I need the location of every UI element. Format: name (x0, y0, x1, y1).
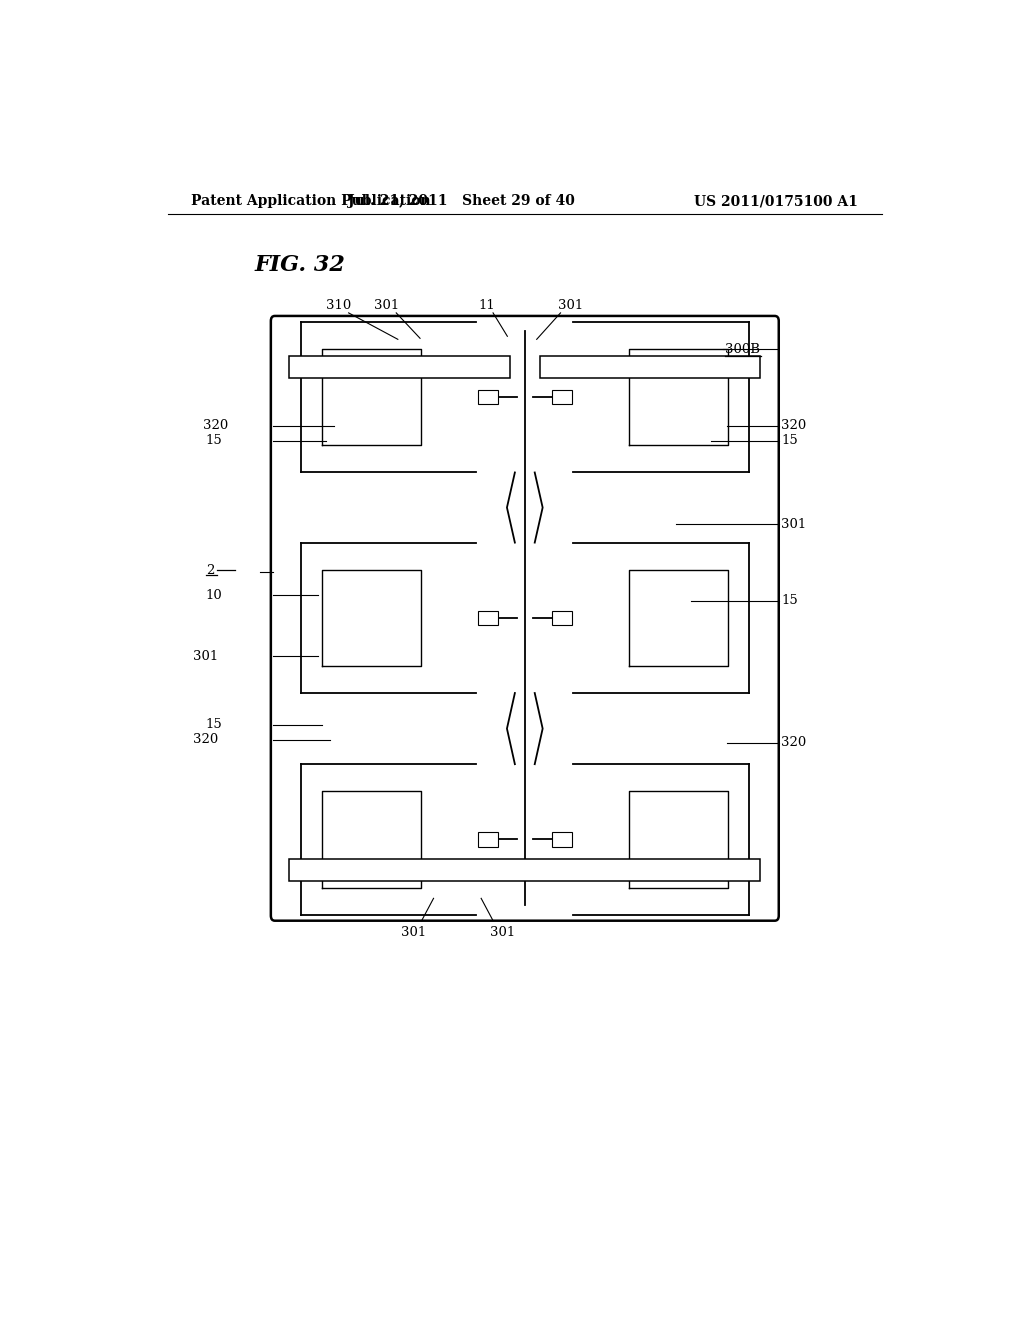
Bar (552, 833, 571, 846)
Bar (552, 391, 571, 404)
Text: 301: 301 (781, 517, 806, 531)
Text: 320: 320 (781, 737, 806, 750)
FancyBboxPatch shape (270, 315, 778, 921)
Text: 301: 301 (401, 925, 426, 939)
Text: 300B: 300B (725, 343, 760, 356)
Text: 15: 15 (781, 434, 798, 447)
Text: 320: 320 (204, 420, 228, 432)
Bar (289, 859, 761, 880)
Text: 2: 2 (206, 564, 214, 577)
Text: 301: 301 (489, 925, 515, 939)
Bar (540, 355, 761, 378)
Text: 10: 10 (206, 589, 222, 602)
Text: 11: 11 (478, 298, 495, 312)
Bar (552, 611, 571, 624)
Text: US 2011/0175100 A1: US 2011/0175100 A1 (694, 194, 858, 209)
Text: 320: 320 (781, 420, 806, 432)
Bar (478, 833, 498, 846)
Text: 301: 301 (558, 298, 584, 312)
Text: FIG. 32: FIG. 32 (255, 255, 346, 276)
Text: 310: 310 (326, 298, 351, 312)
Text: 301: 301 (374, 298, 399, 312)
Text: Jul. 21, 2011   Sheet 29 of 40: Jul. 21, 2011 Sheet 29 of 40 (348, 194, 574, 209)
Bar (478, 611, 498, 624)
Bar (478, 391, 498, 404)
Text: Patent Application Publication: Patent Application Publication (191, 194, 431, 209)
Bar (289, 355, 510, 378)
Text: 15: 15 (781, 594, 798, 607)
Text: 301: 301 (194, 649, 218, 663)
Text: 320: 320 (194, 734, 218, 746)
Text: 15: 15 (206, 434, 222, 447)
Text: 15: 15 (206, 718, 222, 731)
